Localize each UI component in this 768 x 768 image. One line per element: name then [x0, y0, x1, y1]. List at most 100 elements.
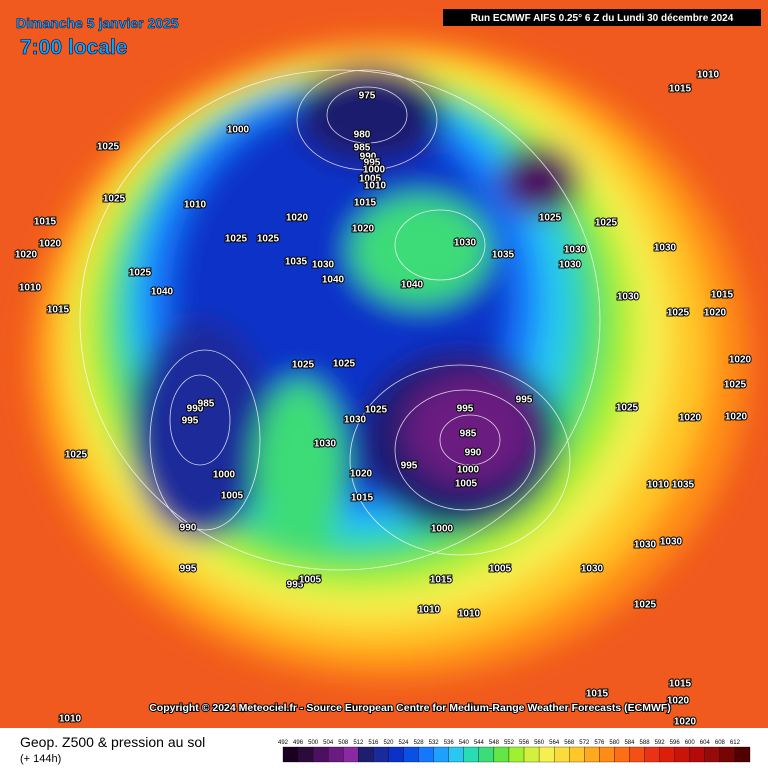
colorbar-label: 524: [399, 740, 410, 746]
isobar-label: 980: [354, 130, 371, 141]
isobar-label: 995: [287, 580, 304, 591]
colorbar-swatch: [614, 746, 630, 763]
colorbar-label: 528: [414, 740, 425, 746]
colorbar-swatch: [373, 746, 389, 763]
isobar-label: 1005: [455, 479, 478, 490]
isobar-label: 1005: [359, 174, 382, 185]
isobar-label: 985: [354, 143, 371, 154]
isobar-label: 995: [364, 158, 381, 169]
colorbar-swatch: [418, 746, 434, 763]
isobar-label: 1025: [65, 450, 88, 461]
colorbar-swatch: [523, 746, 540, 763]
isobar-label: 1000: [213, 470, 236, 481]
colorbar-label: 596: [670, 740, 681, 746]
isobar-label: 1030: [634, 540, 657, 551]
colorbar-swatch: [629, 746, 645, 763]
isobar-label: 1015: [586, 689, 609, 700]
isobar-label: 1025: [97, 142, 120, 153]
colorbar-swatch: [312, 746, 329, 763]
isobar-label: 1020: [352, 224, 375, 235]
colorbar-label: 576: [594, 740, 605, 746]
colorbar-swatch: [584, 746, 600, 763]
isobar-label: 1020: [350, 469, 373, 480]
isobar-label: 1020: [286, 213, 309, 224]
isobar-label: 1015: [711, 290, 734, 301]
run-info: Run ECMWF AIFS 0.25° 6 Z du Lundi 30 déc…: [471, 13, 734, 24]
isobar-label: 1000: [227, 125, 250, 136]
isobar-label: 1015: [354, 198, 377, 209]
isobar-label: 1040: [322, 275, 345, 286]
isobar-label: 1025: [634, 600, 657, 611]
colorbar-swatch: [343, 746, 359, 763]
colorbar-swatch: [538, 746, 555, 763]
forecast-date: Dimanche 5 janvier 2025: [16, 15, 179, 31]
colorbar-swatch: [448, 746, 464, 763]
field-title: Geop. Z500 & pression au sol: [20, 734, 205, 750]
colorbar-label: 504: [323, 740, 334, 746]
colorbar-label: 608: [715, 740, 726, 746]
run-box: [443, 9, 761, 26]
colorbar-swatch: [644, 746, 660, 763]
colorbar-swatch: [734, 746, 751, 763]
isobar-label: 1005: [221, 491, 244, 502]
isobar-label: 1000: [431, 524, 454, 535]
colorbar-swatch: [328, 746, 344, 763]
isobar-label: 1025: [333, 359, 356, 370]
colorbar-swatch: [704, 746, 721, 763]
isobar-label: 1025: [539, 213, 562, 224]
height-field: [0, 0, 768, 728]
colorbar-swatch: [433, 746, 449, 763]
colorbar-label: 568: [564, 740, 575, 746]
colorbar-label: 536: [444, 740, 455, 746]
isobar-label: 990: [180, 523, 197, 534]
isobar-label: 1005: [299, 575, 322, 586]
isobar-label: 1020: [674, 717, 697, 728]
isobar-label: 1035: [672, 480, 695, 491]
colorbar-swatch: [463, 746, 479, 763]
isobar-label: 1010: [647, 480, 670, 491]
isobar-label: 1010: [364, 181, 387, 192]
colorbar-label: 508: [338, 740, 349, 746]
isobar-label: 1005: [489, 564, 512, 575]
isobar-label: 1000: [363, 165, 386, 176]
isobar-label: 995: [401, 461, 418, 472]
isobar-label: 1015: [351, 493, 374, 504]
colorbar-swatch: [719, 746, 736, 763]
lead-time: (+ 144h): [20, 753, 61, 765]
isobar-label: 1025: [724, 380, 747, 391]
isobar-label: 1040: [151, 287, 174, 298]
colorbar-label: 580: [609, 740, 620, 746]
isobar-label: 990: [360, 152, 377, 163]
isobar-label: 1025: [616, 403, 639, 414]
colorbar-swatch: [508, 746, 525, 763]
isobar-label: 1010: [697, 70, 720, 81]
isobar-label: 1025: [225, 234, 248, 245]
colorbar-swatch: [659, 746, 675, 763]
colorbar-label: 604: [700, 740, 711, 746]
colorbar-swatch: [282, 746, 299, 763]
isobar-label: 990: [187, 404, 204, 415]
isobar-label: 1020: [39, 239, 62, 250]
isobar-label: 1025: [257, 234, 280, 245]
isobar-label: 1030: [344, 415, 367, 426]
isobar-label: 1030: [454, 238, 477, 249]
isobar-label: 1015: [430, 575, 453, 586]
colorbar-label: 572: [579, 740, 590, 746]
colorbar-label: 540: [459, 740, 470, 746]
colorbar-label: 492: [278, 740, 289, 746]
isobar-labels: 9759809859909951000100510101015102010001…: [14, 69, 753, 729]
isobar-label: 1020: [725, 412, 748, 423]
isobar-label: 1035: [285, 257, 308, 268]
colorbar-label: 612: [730, 740, 741, 746]
colorbar-label: 600: [685, 740, 696, 746]
isobar-label: 1010: [418, 605, 441, 616]
colorbar-label: 516: [368, 740, 379, 746]
colorbar-label: 592: [655, 740, 666, 746]
isobar-label: 1035: [492, 250, 515, 261]
isobar-label: 985: [460, 429, 477, 440]
colorbar-label: 532: [429, 740, 440, 746]
forecast-time: 7:00 locale: [20, 36, 127, 59]
colorbar-swatch: [599, 746, 615, 763]
colorbar-label: 556: [519, 740, 530, 746]
